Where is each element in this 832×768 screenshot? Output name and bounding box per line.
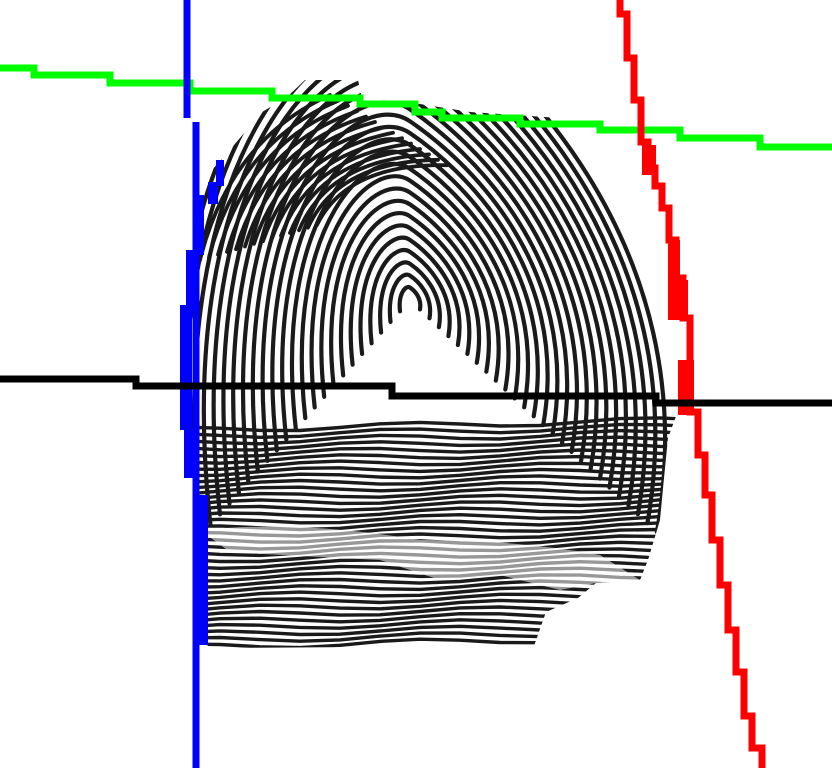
ridge-diagonal (234, 114, 368, 252)
ridge-diagonal (243, 120, 377, 249)
green-top-boundary-line (0, 64, 832, 151)
ridge-transverse (188, 428, 686, 446)
ridge-loop (329, 198, 491, 389)
ridge-loop (188, 80, 658, 570)
ridge-transverse (188, 559, 686, 577)
ridge-diagonal (297, 152, 431, 233)
ridge-transverse (188, 573, 686, 590)
ridge-transverse (188, 454, 686, 472)
ridge-diagonal (288, 147, 422, 235)
ridge-transverse (188, 422, 686, 440)
ridge-transverse (188, 514, 686, 532)
ridge-diagonal (270, 136, 404, 241)
ridge-loop (338, 211, 481, 378)
ridge-transverse (188, 553, 686, 571)
ridge-diagonal (261, 130, 395, 243)
ridge-transverse (188, 534, 686, 551)
ridge-transverse (188, 508, 686, 525)
ridge-loop (188, 80, 668, 581)
ridge-loop (378, 260, 442, 335)
ridge-transverse (188, 461, 686, 478)
ridge-loop (368, 248, 452, 346)
red-right-boundary-line (616, 0, 766, 768)
ridge-transverse (188, 495, 686, 513)
ridge-transverse (188, 473, 686, 491)
ridge-transverse (188, 442, 686, 459)
ridge-loop (319, 186, 501, 399)
ridge-diagonal (216, 103, 350, 257)
ridge-loop (348, 223, 472, 367)
red-right-boundary-bars (642, 145, 694, 415)
ridge-loop (309, 174, 511, 410)
ridge-transverse (188, 467, 686, 485)
ridge-loop (270, 124, 550, 453)
ridge-transverse (188, 448, 686, 465)
ridge-loop (387, 272, 433, 324)
ridge-transverse (188, 478, 686, 497)
ridge-loop (221, 80, 599, 506)
ridge-loop (260, 112, 560, 463)
ridge-diagonal (306, 157, 440, 230)
ridge-transverse (188, 521, 686, 538)
ridge-transverse (188, 540, 686, 558)
ridge-diagonal (225, 109, 359, 254)
blue-left-boundary-bars (180, 160, 224, 645)
ridge-transverse (188, 435, 686, 452)
ridge-diagonal (207, 98, 341, 260)
ridge-diagonal (252, 125, 386, 246)
fingerprint-image (188, 80, 686, 648)
ridge-transverse (188, 501, 686, 519)
ridge-diagonal (315, 163, 449, 227)
ridge-transverse (188, 489, 686, 508)
ridge-loop (211, 80, 609, 517)
ridge-diagonal (279, 141, 413, 238)
ridge-transverse (188, 566, 686, 583)
ridge-diagonal (198, 93, 332, 262)
ridge-loop (397, 285, 423, 314)
ridge-transverse (188, 547, 686, 564)
ridge-transverse (188, 416, 686, 433)
ridge-transverse (188, 527, 686, 544)
ridge-loop (250, 100, 570, 474)
ridge-transverse (188, 484, 686, 502)
black-horizontal-reference-line (0, 375, 832, 407)
ridge-loop (358, 235, 462, 357)
